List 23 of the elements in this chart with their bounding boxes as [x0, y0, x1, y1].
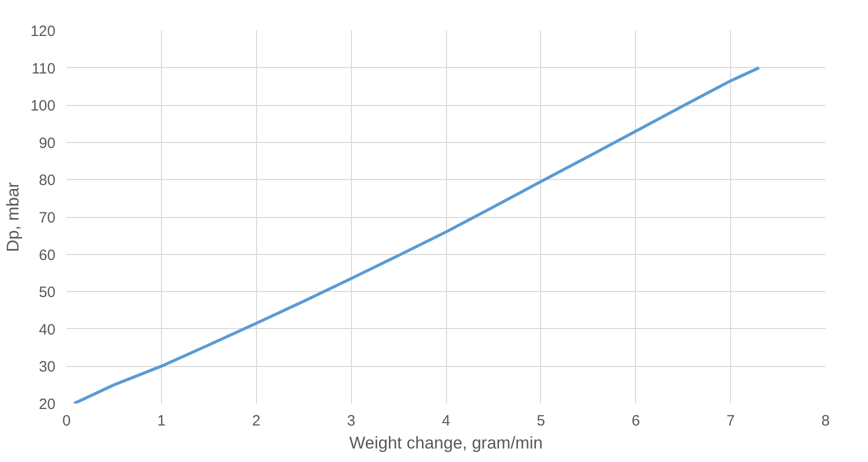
y-tick-label: 80: [38, 172, 56, 190]
x-tick-label: 8: [821, 412, 830, 430]
y-tick-label: 20: [38, 396, 56, 413]
y-tick-label: 100: [30, 98, 56, 115]
line-series: [72, 66, 761, 404]
x-tick-label: 5: [536, 412, 546, 430]
x-tick-label: 6: [632, 412, 640, 430]
y-tick-label: 90: [38, 134, 56, 152]
y-tick-label: 60: [38, 246, 56, 264]
x-tick-label: 2: [252, 412, 260, 430]
x-tick-label: 7: [726, 412, 735, 430]
x-axis-title: Weight change, gram/min: [349, 434, 543, 452]
x-tick-label: 3: [346, 412, 356, 430]
y-tick-label: 30: [38, 358, 56, 376]
y-tick-label: 40: [38, 321, 56, 338]
y-tick-label: 110: [32, 60, 56, 78]
x-tick-label: 1: [157, 412, 166, 430]
x-tick-label: 4: [442, 412, 450, 430]
y-tick-label: 50: [38, 284, 56, 302]
y-tick-label: 120: [30, 23, 56, 40]
x-tick-label: 0: [62, 412, 71, 430]
y-tick-label: 70: [38, 210, 56, 226]
y-axis-title: Dp, mbar: [3, 182, 22, 252]
